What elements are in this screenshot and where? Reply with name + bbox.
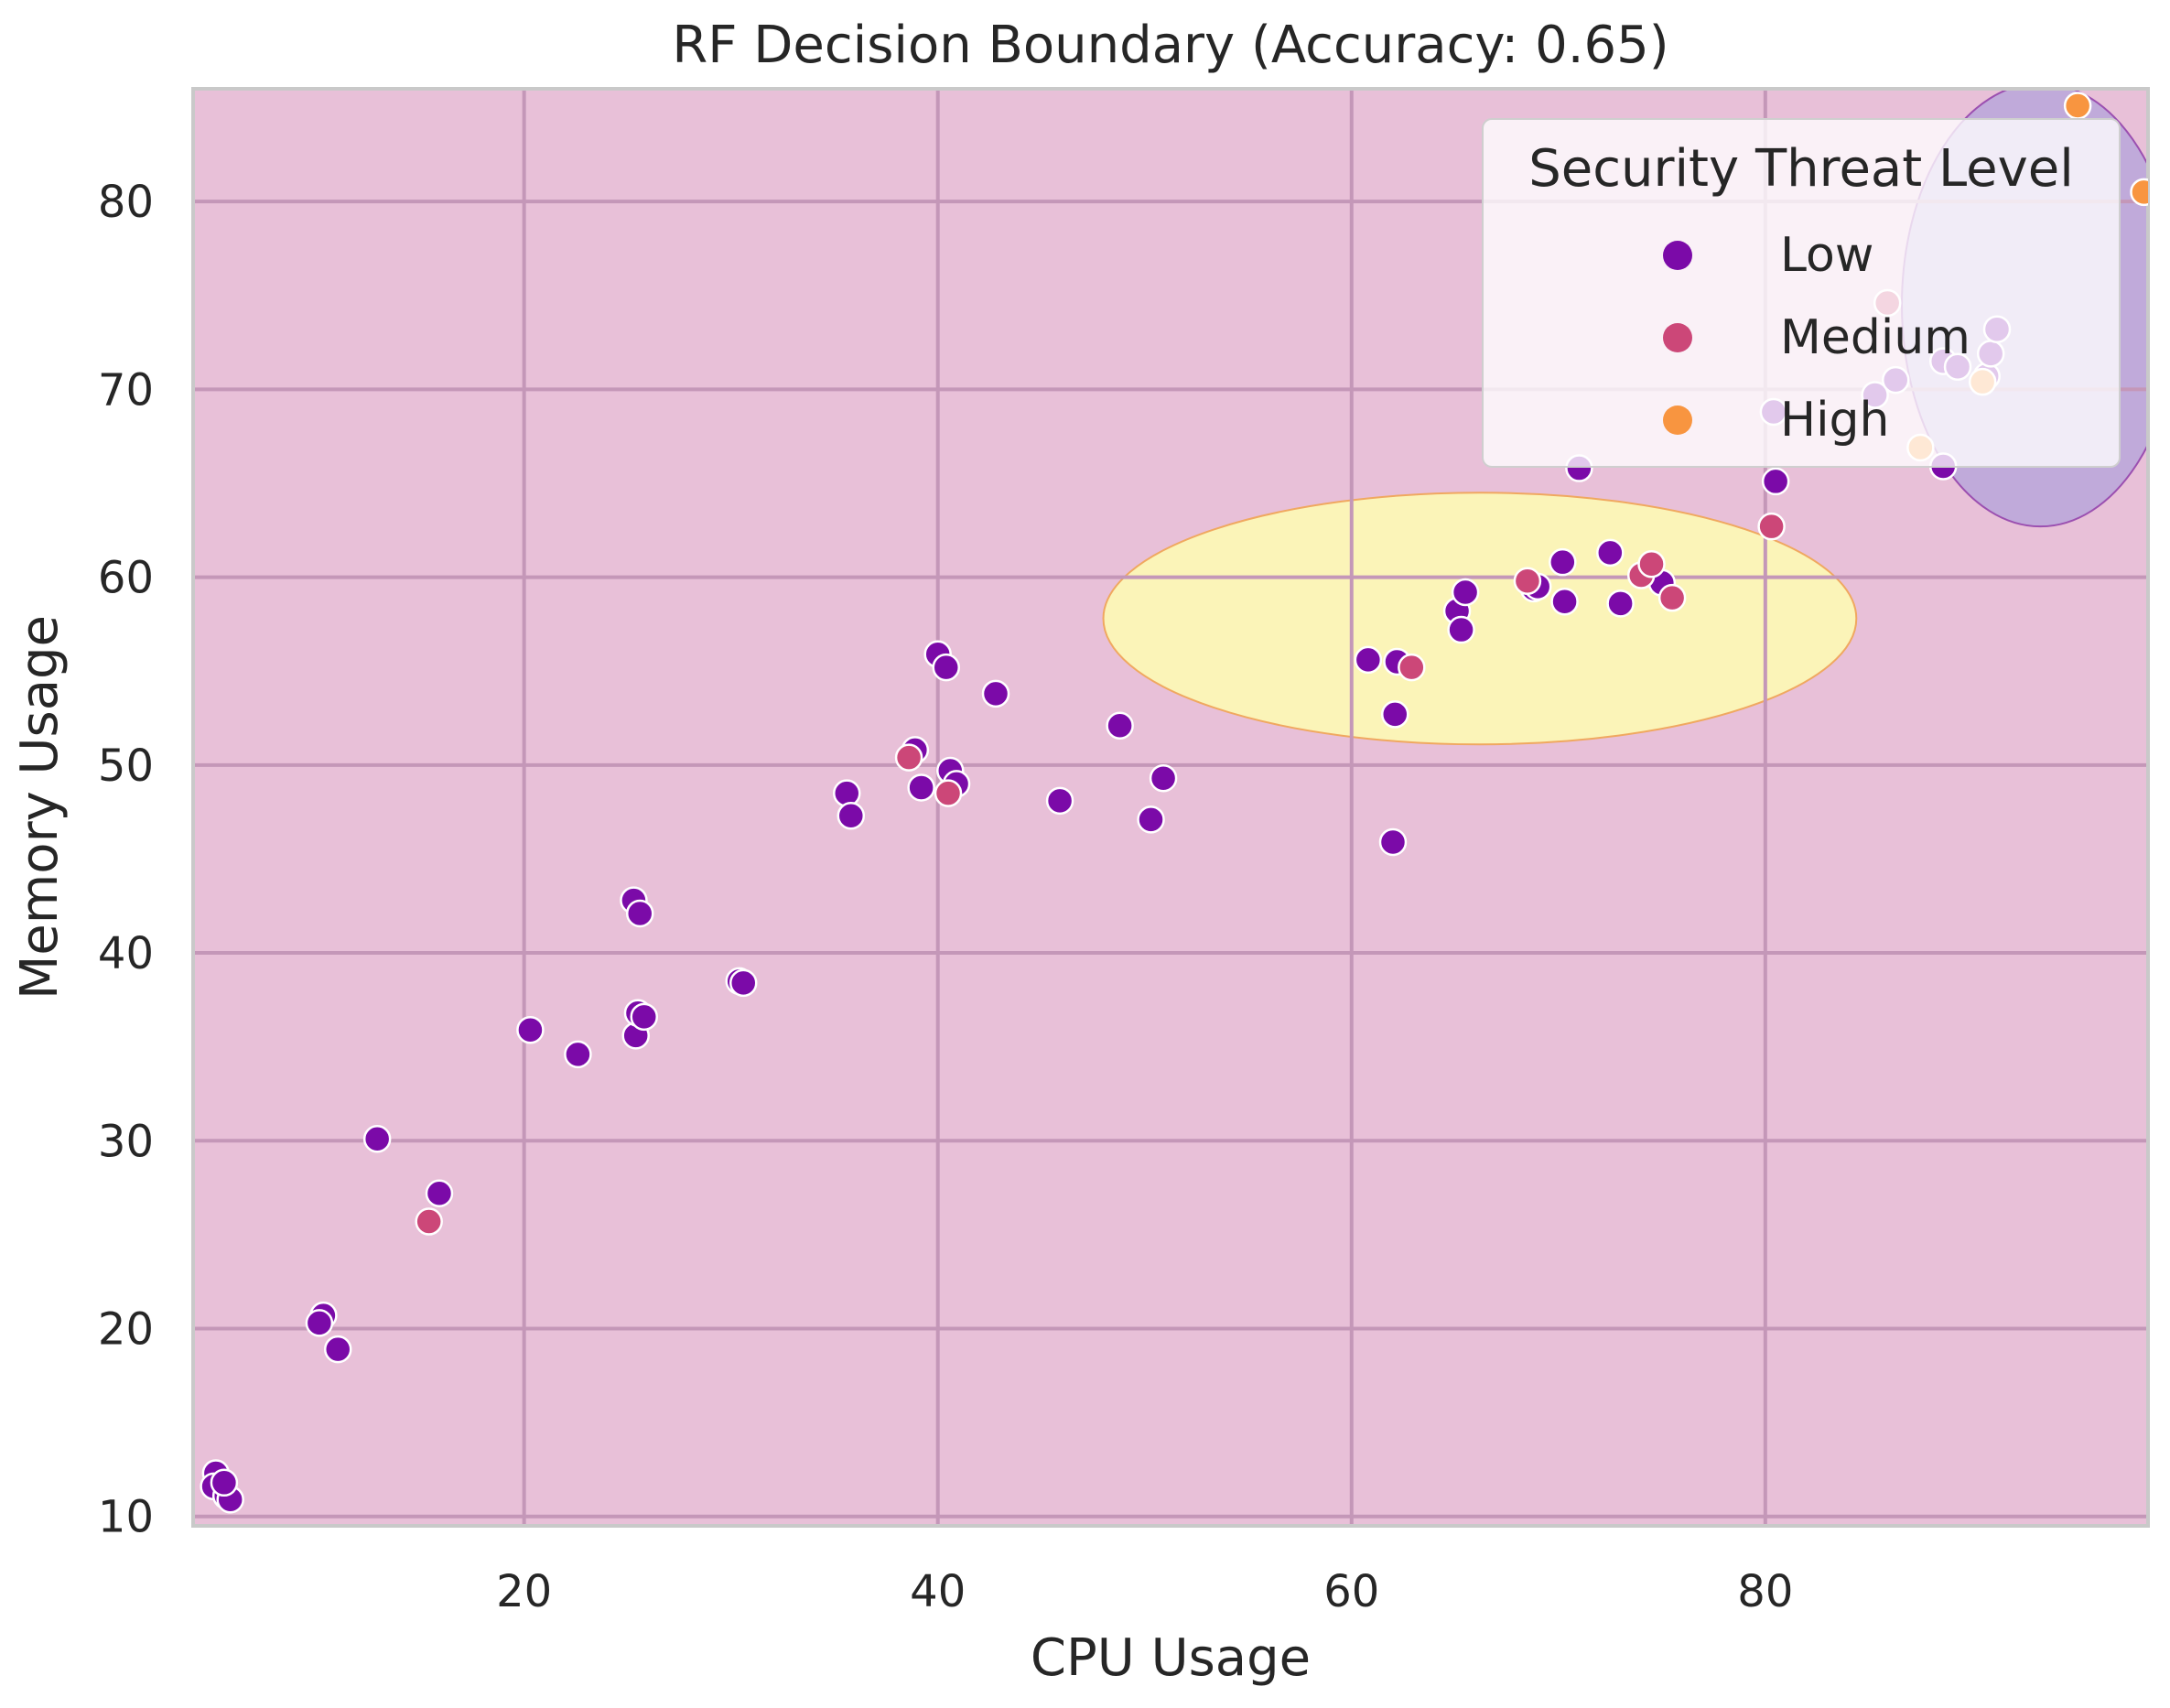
x-tick-label: 40 (910, 1566, 966, 1617)
point-low (907, 773, 935, 802)
y-tick-label: 30 (98, 1116, 154, 1167)
point-low (1045, 786, 1074, 816)
point-medium (1513, 567, 1542, 595)
x-tick-label: 20 (496, 1566, 552, 1617)
point-low (981, 679, 1010, 708)
decision-region-medium (1102, 492, 1858, 746)
legend-title: Security Threat Level (1528, 139, 2074, 199)
point-low (1550, 588, 1579, 616)
point-low (425, 1179, 454, 1207)
legend-label-medium: Medium (1780, 310, 1970, 365)
point-low (1378, 827, 1408, 857)
y-tick-label: 70 (98, 364, 154, 416)
plot-frame (191, 87, 2150, 1528)
x-axis-title: CPU Usage (1031, 1628, 1311, 1688)
point-high (2063, 92, 2092, 120)
y-tick-label: 50 (98, 740, 154, 792)
point-low (1447, 615, 1475, 644)
point-low (1137, 805, 1165, 834)
chart-title: RF Decision Boundary (Accuracy: 0.65) (672, 16, 1668, 75)
legend-marker-high (1663, 405, 1692, 435)
legend: Security Threat Level Low Medium High (1482, 118, 2121, 468)
point-medium (894, 743, 923, 772)
point-low (729, 968, 758, 998)
point-low (305, 1309, 334, 1337)
point-low (1380, 700, 1409, 729)
point-low (362, 1124, 392, 1153)
y-tick-label: 40 (98, 928, 154, 979)
point-low (210, 1468, 239, 1497)
point-low (564, 1040, 592, 1069)
point-low (1596, 538, 1625, 568)
x-tick-label: 80 (1737, 1566, 1793, 1617)
point-low (630, 1002, 658, 1032)
y-axis-ticks: 10 20 30 40 50 60 70 80 (98, 177, 154, 1543)
y-tick-label: 60 (98, 553, 154, 604)
x-axis-ticks: 20 40 60 80 (496, 1566, 1793, 1617)
point-low (1149, 763, 1178, 793)
legend-label-low: Low (1780, 228, 1873, 283)
point-medium (934, 779, 963, 807)
legend-label-high: High (1780, 393, 1890, 448)
y-tick-label: 10 (98, 1492, 154, 1543)
y-tick-label: 20 (98, 1304, 154, 1356)
point-low (1451, 578, 1480, 607)
point-high (2130, 178, 2148, 207)
point-medium (1657, 583, 1687, 612)
point-low (1761, 467, 1790, 496)
legend-box (1482, 118, 2121, 468)
legend-marker-low (1663, 241, 1692, 270)
point-low (323, 1335, 352, 1364)
point-low (516, 1015, 545, 1044)
point-low (1354, 645, 1383, 675)
point-low (932, 653, 961, 682)
point-low (1106, 711, 1134, 740)
point-low (625, 899, 654, 928)
point-medium (1398, 653, 1426, 682)
point-low (1606, 589, 1635, 618)
y-axis-title: Memory Usage (10, 615, 70, 1000)
point-medium (1757, 512, 1786, 541)
point-medium (415, 1207, 443, 1236)
grid-lines (193, 89, 2148, 1526)
point-low (837, 801, 866, 830)
point-low (1549, 547, 1577, 577)
legend-marker-medium (1663, 323, 1692, 352)
point-low (833, 779, 861, 807)
x-tick-label: 60 (1323, 1566, 1379, 1617)
y-tick-label: 80 (98, 177, 154, 228)
point-medium (1637, 549, 1666, 578)
